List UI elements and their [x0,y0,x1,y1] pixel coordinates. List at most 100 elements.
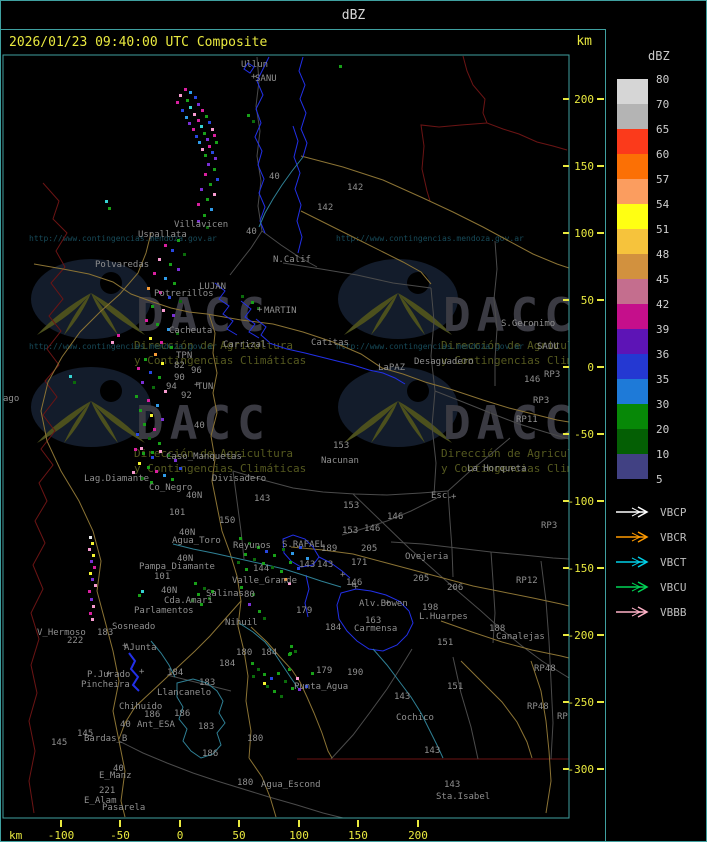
radar-echo-cell [108,207,111,210]
radar-echo-cell [138,594,141,597]
radar-echo-cell [277,672,280,675]
axis-ticks-and-labels: 200 150 100 50 0 -50 -100 -150 -200 -250 -300 -100 -… [9,93,604,842]
radar-echo-cell [149,337,152,340]
map-label: 143 [317,560,333,570]
svg-text:http://www.contingencias.mendo: http://www.contingencias.mendoza.gov.ar [336,234,524,243]
map-label: 180 [237,778,253,788]
radar-echo-cell [158,258,161,261]
radar-echo-cell [158,442,161,445]
radar-echo-cell [132,471,135,474]
radar-echo-cell [200,188,203,191]
map-label: MARTIN [264,306,297,316]
colorbar-label: 20 [656,423,670,436]
svg-text:Dirección de Agricultura: Dirección de Agricultura [134,447,293,460]
map-label: 222 [67,636,83,646]
radar-echo-cell [167,328,170,331]
map-label: 40 [113,764,124,774]
radar-echo-cell [280,695,283,698]
department-lines [118,56,569,818]
radar-echo-cell [209,183,212,186]
map-label: 142 [347,183,363,193]
map-label: 153 [343,501,359,511]
legend-item: VBCP [614,505,687,519]
map-label: Llancanelo [157,688,211,698]
map-label: E_Manz [99,771,132,781]
radar-echo-cell [263,617,266,620]
map-label: P.Jurado [87,670,130,680]
colorbar-label: 30 [656,398,670,411]
map-label: AJunta [124,643,157,653]
radar-echo-cell [140,447,143,450]
radar-echo-cell [247,114,250,117]
svg-text:Dirección de Agricultura: Dirección de Agricultura [441,339,600,352]
map-label: RP3 [541,521,557,531]
map-label: 184 [325,623,341,633]
map-label: 144 [253,564,269,574]
dacc-watermark-block: http://www.contingencias.mendoza.gov.arD… [29,234,306,367]
map-label: Esc. [431,491,453,501]
map-label: 146 [346,578,362,588]
map-label: Villavicen [174,220,228,230]
map-label: 171 [351,558,367,568]
y-axis-unit-label: km [576,34,592,49]
map-label: Reyunos [233,541,271,551]
map-label: Potrerillos [154,289,214,299]
map-label: Sta.Isabel [436,792,490,802]
radar-echo-cell [290,645,293,648]
radar-echo-cell [151,456,154,459]
radar-echo-cell [203,132,206,135]
map-label: Pincheira [81,680,130,690]
colorbar-panel: dBZ 80 70 65 60 57 54 51 48 45 42 39 36 35 30 20 10 5 VB… [605,29,706,841]
radar-echo-cell [215,141,218,144]
map-label: SANU [255,74,277,84]
radar-echo-cell [204,154,207,157]
radar-echo-cell [176,101,179,104]
map-label: S.Geronimo [501,319,555,329]
radar-echo-cell [296,677,299,680]
radar-echo-cell [257,307,260,310]
y-axis-tick-label: -50 [574,428,594,441]
colorbar-swatch [617,254,648,279]
radar-echo-cell [90,598,93,601]
map-label: 184 [167,668,183,678]
map-label: 143 [394,692,410,702]
radar-echo-cell [159,450,162,453]
colorbar-label: 39 [656,323,670,336]
radar-echo-cell [188,122,191,125]
radar-echo-cell [248,542,251,545]
map-label: Agua_Toro [172,536,221,546]
colorbar-swatch [617,204,648,229]
radar-echo-cell [266,685,269,688]
radar-echo-cell [211,590,214,593]
radar-echo-cell [257,546,260,549]
radar-echo-cell [167,454,170,457]
radar-echo-cell [197,220,200,223]
radar-echo-cell [91,578,94,581]
radar-echo-cell [154,353,157,356]
map-label: Carrizal [223,340,266,350]
vbcr-arrow-icon [616,531,649,543]
radar-echo-cell [155,470,158,473]
map-label: 40N [161,586,177,596]
colorbar-label: 10 [656,448,670,461]
radar-echo-cell [291,552,294,555]
radar-echo-cell [164,277,167,280]
radar-echo-cell [213,168,216,171]
radar-echo-cell [89,612,92,615]
colorbar-label: 48 [656,248,670,261]
radar-echoes [69,65,342,698]
radar-echo-cell [248,603,251,606]
map-label: 151 [437,638,453,648]
radar-echo-cell [201,148,204,151]
radar-echo-cell [149,371,152,374]
map-label: Carmensa [354,624,397,634]
x-axis-tick-label: 50 [232,829,245,842]
radar-echo-cell [141,590,144,593]
map-label: 150 [219,516,235,526]
svg-text:DACC: DACC [443,396,578,450]
vbct-arrow-icon [616,556,649,568]
radar-echo-cell [168,296,171,299]
radar-echo-cell [203,214,206,217]
radar-echo-cell [164,390,167,393]
radar-echo-cell [204,173,207,176]
